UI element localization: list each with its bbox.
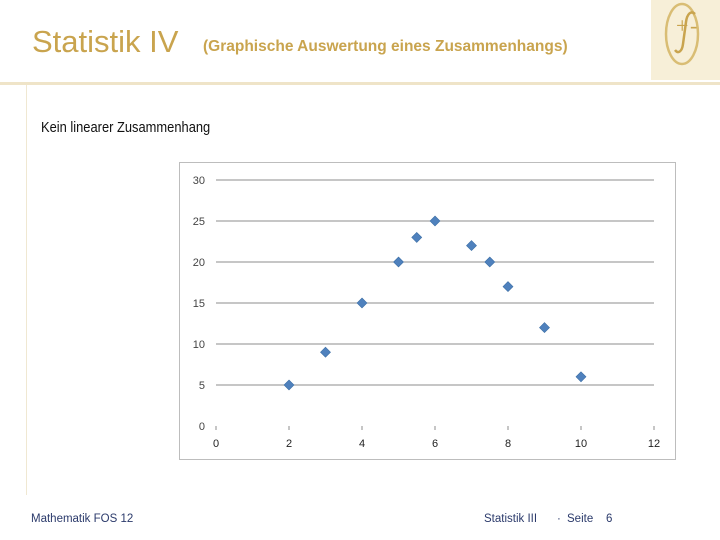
y-tick-label: 25 [193,216,205,228]
side-divider [26,85,27,495]
y-tick-label: 20 [193,257,205,269]
data-point [466,240,477,252]
footer-page-number: 6 [606,513,613,525]
y-tick-label: 15 [193,298,205,310]
x-tick-label: 0 [213,438,219,450]
footer-separator: · [557,513,561,525]
slide-subtitle: (Graphische Auswertung eines Zusammenhan… [203,38,568,55]
x-tick-label: 4 [359,438,365,450]
data-point [539,322,550,334]
data-point [320,346,331,358]
y-tick-label: 5 [199,380,205,392]
header-divider [0,82,720,85]
x-tick-label: 8 [505,438,511,450]
data-point [356,297,368,309]
data-point [411,231,423,243]
chart-plot-area: 0 5 10 15 20 25 30 0 2 4 6 8 10 12 [193,175,660,450]
footer-course: Mathematik FOS 12 [31,513,134,525]
footer-topic: Statistik III [484,513,538,525]
x-tick-label: 10 [575,438,587,450]
y-tick-label: 10 [193,339,205,351]
scatter-chart: 0 5 10 15 20 25 30 0 2 4 6 8 10 12 [179,162,676,460]
integral-plus-minus-icon: + - [651,0,720,80]
y-tick-label: 0 [199,421,205,433]
data-point [502,281,514,293]
svg-text:-: - [690,13,697,38]
data-point [429,215,441,227]
section-heading: Kein linearer Zusammenhang [41,119,211,136]
data-point [484,256,496,268]
data-point [283,379,295,391]
data-point [393,256,404,268]
data-point [575,371,587,383]
x-tick-label: 12 [648,438,660,450]
y-tick-label: 30 [193,175,205,187]
x-tick-label: 2 [286,438,292,450]
x-tick-label: 6 [432,438,438,450]
footer-page-label: Seite [567,513,594,525]
slide-title: Statistik IV [32,24,179,59]
